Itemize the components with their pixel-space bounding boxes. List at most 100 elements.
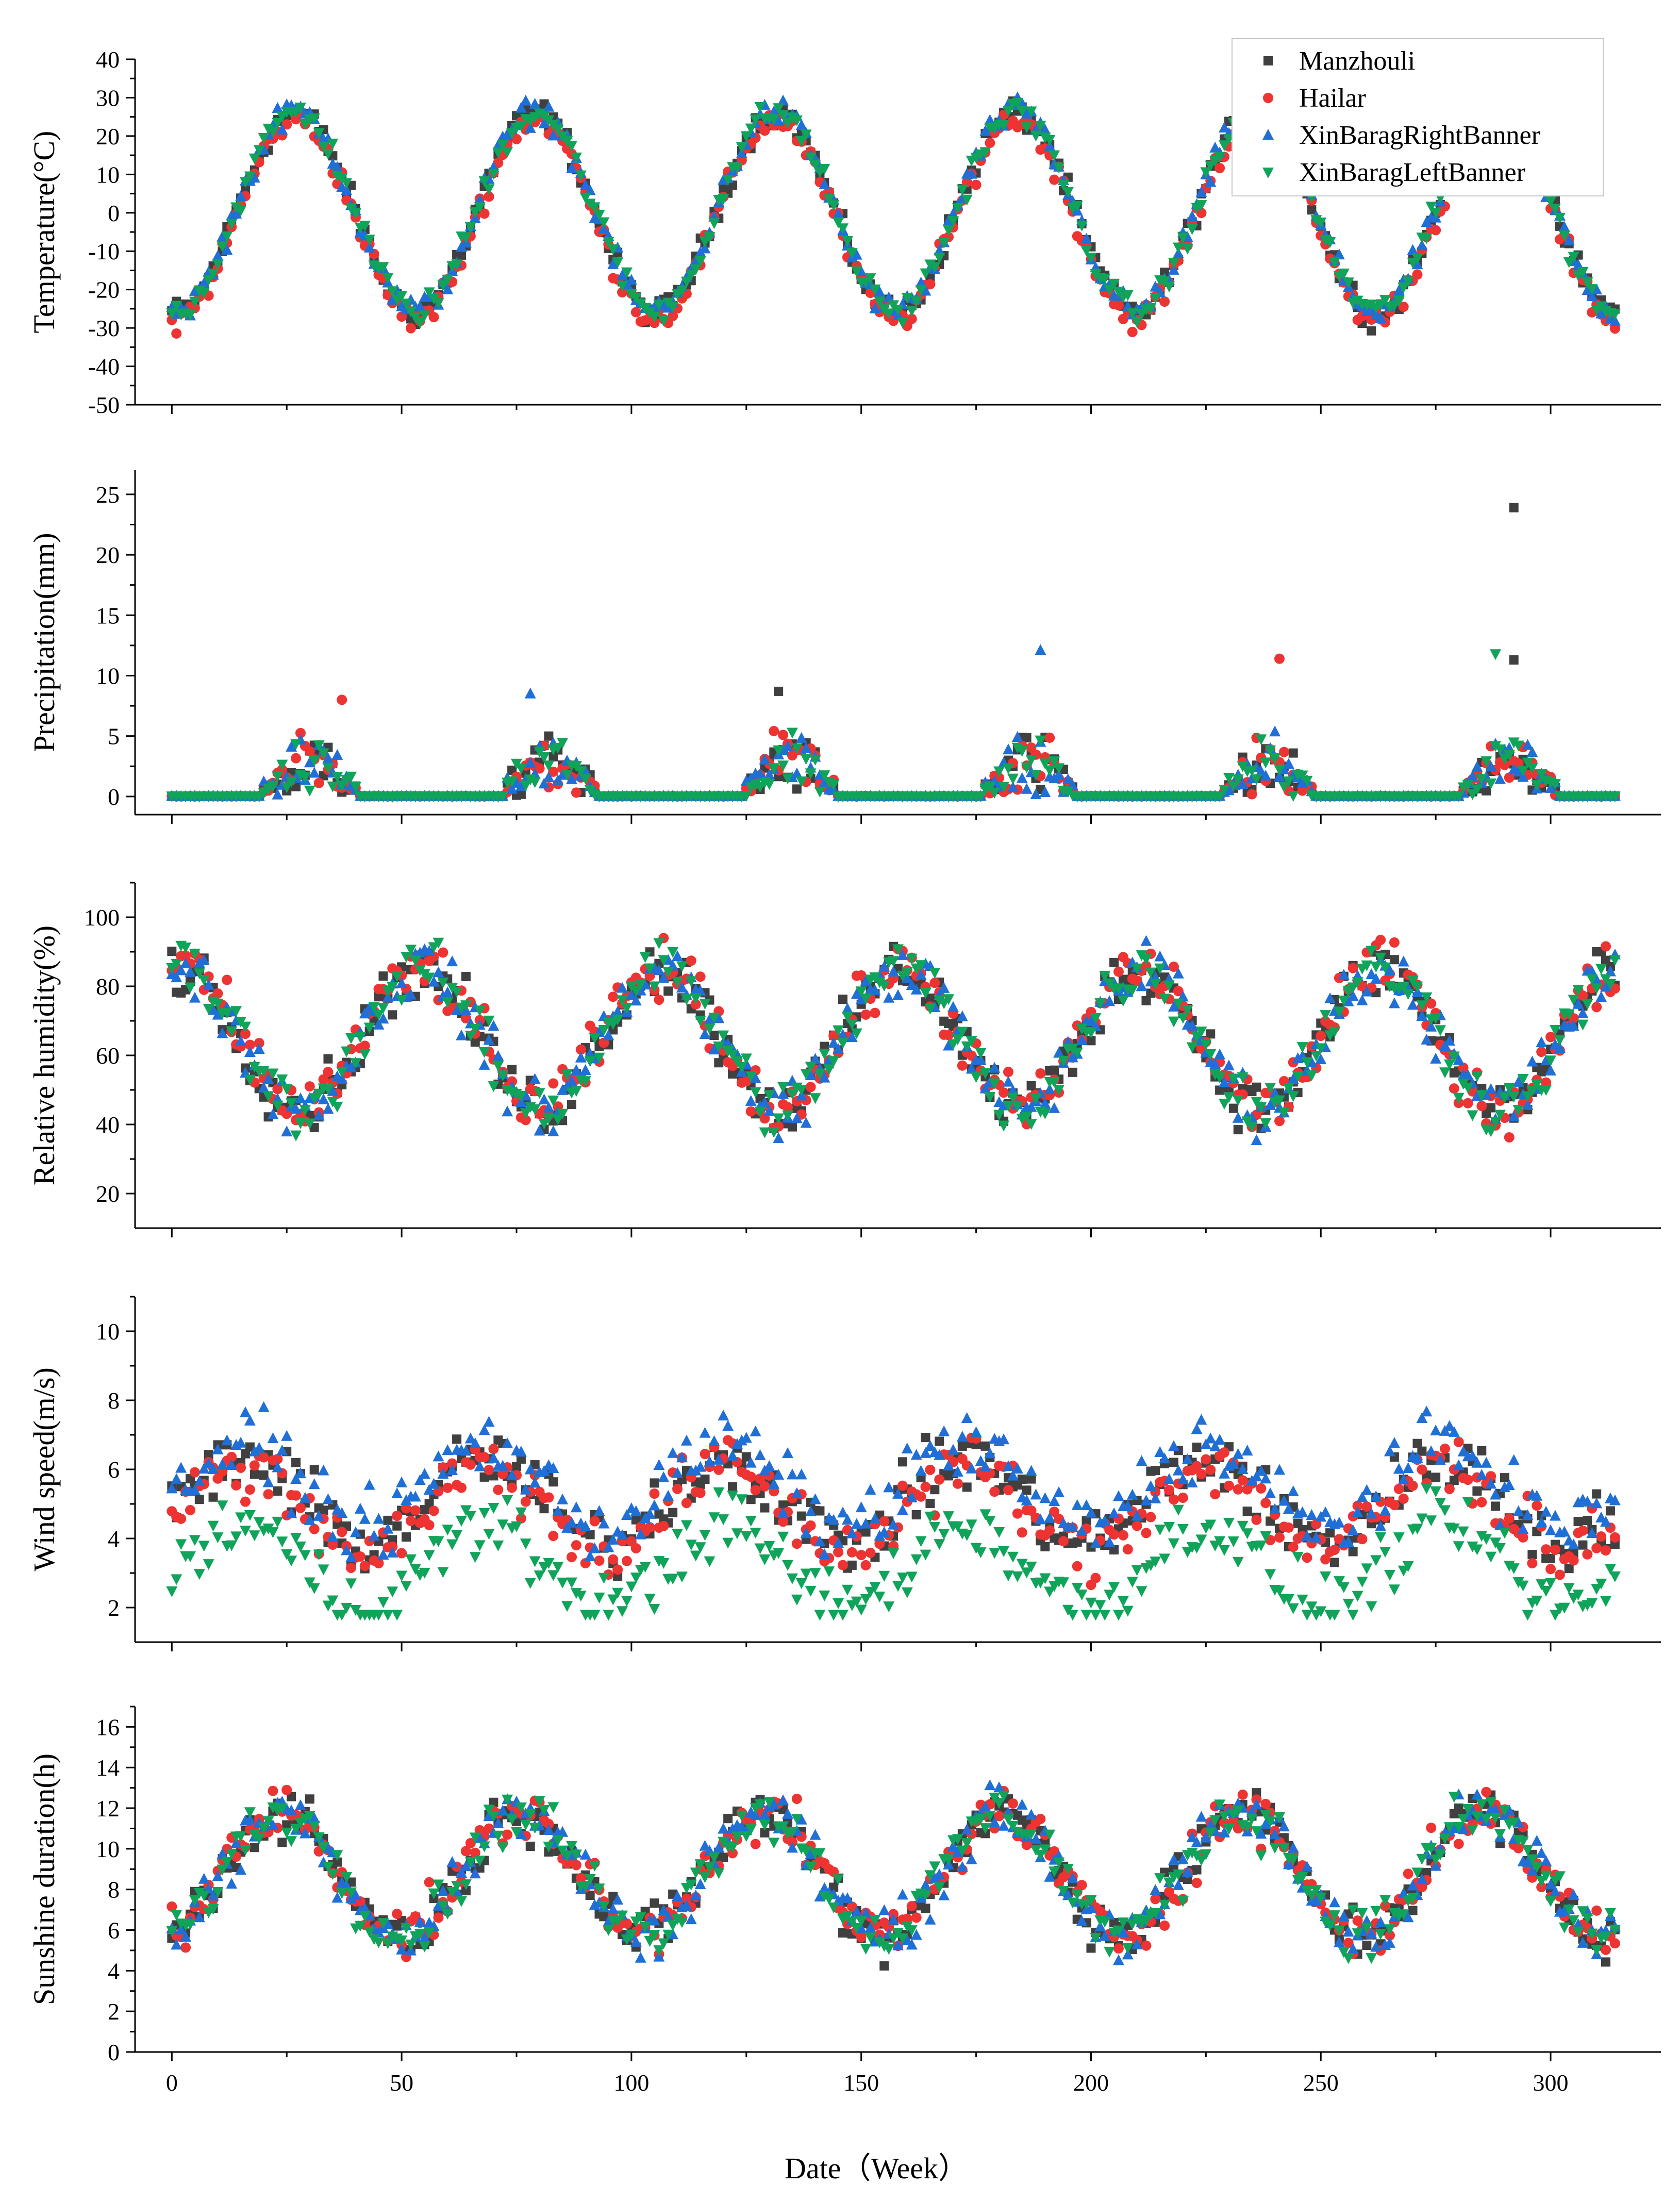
data-point-manzhouli bbox=[539, 1504, 549, 1514]
data-point-xinbaragrightbanner bbox=[603, 1029, 614, 1040]
data-point-xinbaragleftbanner bbox=[593, 210, 605, 221]
data-point-xinbaragrightbanner bbox=[1039, 786, 1051, 798]
data-point-xinbaragleftbanner bbox=[171, 301, 182, 312]
data-point-manzhouli bbox=[1329, 1558, 1339, 1567]
data-point-manzhouli bbox=[1500, 1473, 1509, 1483]
data-point-xinbaragrightbanner bbox=[603, 1541, 614, 1552]
data-point-manzhouli bbox=[1367, 326, 1376, 336]
data-point-xinbaragrightbanner bbox=[1232, 1112, 1244, 1123]
data-point-hailar bbox=[778, 1516, 789, 1527]
data-point-xinbaragleftbanner bbox=[837, 223, 849, 235]
data-point-xinbaragrightbanner bbox=[1251, 1134, 1262, 1146]
data-point-xinbaragrightbanner bbox=[1049, 1495, 1060, 1506]
data-point-hailar bbox=[387, 1541, 398, 1552]
data-point-xinbaragleftbanner bbox=[773, 745, 785, 756]
data-point-xinbaragrightbanner bbox=[956, 1431, 968, 1442]
data-point-xinbaragrightbanner bbox=[1071, 1499, 1083, 1510]
data-point-xinbaragrightbanner bbox=[244, 1046, 256, 1057]
data-point-xinbaragleftbanner bbox=[892, 305, 904, 316]
data-point-xinbaragleftbanner bbox=[984, 782, 996, 793]
data-point-xinbaragrightbanner bbox=[598, 223, 610, 234]
data-point-hailar bbox=[1201, 1454, 1211, 1465]
data-point-xinbaragleftbanner bbox=[534, 1088, 545, 1099]
data-point-manzhouli bbox=[1068, 1067, 1077, 1077]
data-point-xinbaragleftbanner bbox=[258, 1066, 270, 1077]
data-point-xinbaragleftbanner bbox=[1131, 317, 1143, 328]
data-point-xinbaragleftbanner bbox=[1448, 1051, 1460, 1063]
data-point-xinbaragrightbanner bbox=[1398, 955, 1409, 967]
data-point-xinbaragrightbanner bbox=[1011, 731, 1023, 742]
data-point-xinbaragleftbanner bbox=[1531, 780, 1543, 791]
data-point-xinbaragleftbanner bbox=[1490, 1117, 1502, 1128]
data-point-xinbaragrightbanner bbox=[281, 1430, 293, 1441]
data-point-xinbaragleftbanner bbox=[299, 772, 311, 783]
data-point-xinbaragleftbanner bbox=[1140, 954, 1152, 966]
y-tick-label: 4 bbox=[108, 1526, 120, 1552]
data-point-xinbaragleftbanner bbox=[239, 177, 251, 188]
data-point-xinbaragleftbanner bbox=[515, 763, 527, 774]
data-point-hailar bbox=[1601, 1545, 1611, 1556]
data-point-xinbaragleftbanner bbox=[745, 123, 757, 135]
data-point-manzhouli bbox=[1022, 1485, 1032, 1495]
data-point-manzhouli bbox=[383, 1515, 393, 1525]
data-point-hailar bbox=[479, 1452, 490, 1463]
data-point-xinbaragleftbanner bbox=[534, 747, 545, 758]
data-point-xinbaragleftbanner bbox=[731, 1056, 743, 1067]
data-point-hailar bbox=[258, 1452, 269, 1463]
data-point-xinbaragleftbanner bbox=[658, 316, 670, 327]
data-point-xinbaragrightbanner bbox=[203, 979, 214, 990]
data-point-xinbaragrightbanner bbox=[1467, 1450, 1478, 1461]
data-point-manzhouli bbox=[1491, 1501, 1501, 1511]
data-point-xinbaragrightbanner bbox=[699, 1028, 711, 1039]
data-point-xinbaragleftbanner bbox=[313, 128, 325, 139]
data-point-xinbaragleftbanner bbox=[630, 292, 642, 304]
data-point-xinbaragleftbanner bbox=[910, 296, 922, 307]
data-point-xinbaragleftbanner bbox=[308, 1583, 320, 1594]
data-point-xinbaragleftbanner bbox=[998, 1120, 1010, 1132]
data-point-xinbaragrightbanner bbox=[579, 179, 591, 190]
data-point-xinbaragrightbanner bbox=[1425, 1445, 1437, 1457]
data-point-xinbaragleftbanner bbox=[1237, 1072, 1249, 1083]
data-point-xinbaragleftbanner bbox=[483, 1529, 495, 1540]
data-point-hailar bbox=[479, 208, 490, 219]
data-point-xinbaragrightbanner bbox=[888, 966, 900, 977]
data-point-xinbaragrightbanner bbox=[506, 1469, 518, 1480]
data-point-xinbaragleftbanner bbox=[1361, 960, 1373, 971]
data-point-xinbaragrightbanner bbox=[1039, 1492, 1051, 1503]
data-point-hailar bbox=[925, 1464, 936, 1475]
data-point-xinbaragrightbanner bbox=[1209, 141, 1221, 153]
data-point-hailar bbox=[1159, 296, 1170, 307]
data-point-xinbaragleftbanner bbox=[841, 1012, 853, 1023]
data-point-xinbaragrightbanner bbox=[1021, 1494, 1033, 1505]
data-point-manzhouli bbox=[516, 789, 526, 799]
data-point-xinbaragrightbanner bbox=[207, 1463, 219, 1474]
data-point-xinbaragrightbanner bbox=[947, 1001, 959, 1012]
data-point-xinbaragrightbanner bbox=[791, 767, 803, 779]
data-point-hailar bbox=[226, 1451, 237, 1462]
data-point-xinbaragleftbanner bbox=[833, 217, 844, 228]
data-point-xinbaragrightbanner bbox=[1342, 1536, 1354, 1547]
data-point-xinbaragleftbanner bbox=[1062, 187, 1074, 198]
data-point-xinbaragrightbanner bbox=[1586, 1527, 1598, 1538]
data-point-xinbaragleftbanner bbox=[680, 1520, 692, 1531]
data-point-xinbaragleftbanner bbox=[920, 988, 932, 999]
data-point-manzhouli bbox=[567, 1100, 576, 1110]
data-point-xinbaragrightbanner bbox=[708, 1044, 720, 1055]
data-point-hailar bbox=[1609, 323, 1620, 334]
data-point-xinbaragrightbanner bbox=[1536, 1516, 1548, 1527]
data-point-xinbaragrightbanner bbox=[860, 974, 872, 986]
data-point-xinbaragleftbanner bbox=[1163, 980, 1175, 991]
data-point-xinbaragleftbanner bbox=[768, 114, 780, 125]
data-point-xinbaragrightbanner bbox=[538, 1465, 550, 1476]
data-point-xinbaragleftbanner bbox=[648, 981, 660, 992]
data-point-xinbaragleftbanner bbox=[947, 1039, 959, 1050]
data-point-manzhouli bbox=[259, 1470, 269, 1480]
data-point-xinbaragrightbanner bbox=[777, 94, 789, 106]
data-point-manzhouli bbox=[309, 1122, 319, 1132]
data-point-xinbaragrightbanner bbox=[1375, 312, 1387, 323]
data-point-xinbaragleftbanner bbox=[1265, 745, 1276, 756]
data-point-xinbaragrightbanner bbox=[1430, 1052, 1442, 1064]
data-point-manzhouli bbox=[796, 1511, 806, 1521]
data-point-xinbaragleftbanner bbox=[313, 1088, 325, 1100]
data-point-xinbaragleftbanner bbox=[708, 218, 720, 229]
